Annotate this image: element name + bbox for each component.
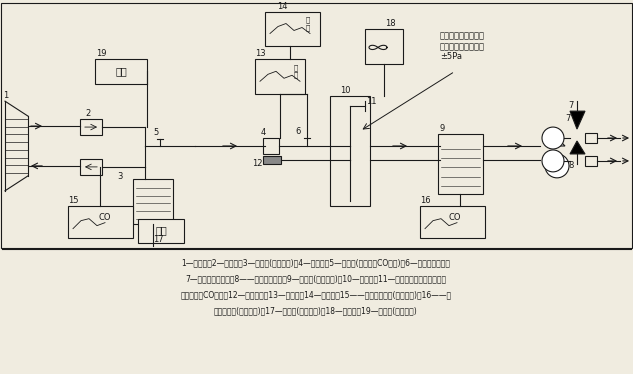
Circle shape bbox=[542, 150, 564, 172]
Text: 1: 1 bbox=[3, 91, 8, 100]
Text: 7: 7 bbox=[565, 114, 570, 123]
Text: 濕度: 濕度 bbox=[155, 226, 167, 236]
Text: 8: 8 bbox=[568, 161, 573, 170]
Text: 16: 16 bbox=[420, 196, 430, 205]
Bar bbox=[138, 219, 184, 243]
Bar bbox=[585, 133, 597, 143]
Text: 13: 13 bbox=[255, 49, 266, 58]
Text: 10: 10 bbox=[340, 86, 351, 95]
Text: 試驗空氣的CO含量；12—試驗樣品；13—壓力計；14—溫度計；15——氧化碳分析儀(吸入空氣)；16——氧: 試驗空氣的CO含量；12—試驗樣品；13—壓力計；14—溫度計；15——氧化碳分… bbox=[180, 290, 451, 299]
Text: 濕度: 濕度 bbox=[115, 66, 127, 76]
Bar bbox=[265, 12, 320, 46]
Text: 18: 18 bbox=[385, 18, 396, 28]
Text: 14: 14 bbox=[277, 1, 287, 10]
Circle shape bbox=[542, 127, 564, 149]
Text: 1—呼吸機；2—單向閥；3—增濕器(呼出空氣)；4—聯接器；5—采樣口(吸入空氣CO含量)；6—壓力探針小孔；: 1—呼吸機；2—單向閥；3—增濕器(呼出空氣)；4—聯接器；5—采樣口(吸入空氣… bbox=[182, 258, 451, 267]
Text: 12: 12 bbox=[252, 159, 263, 168]
Text: 4: 4 bbox=[261, 128, 266, 137]
Text: 3: 3 bbox=[117, 172, 122, 181]
Text: 7—試驗空氣流量計；8——氧化碳流量計；9—增濕器(試驗空氣)；10—試驗箱；11—采樣口，在過濾裝置進口: 7—試驗空氣流量計；8——氧化碳流量計；9—增濕器(試驗空氣)；10—試驗箱；1… bbox=[185, 275, 446, 283]
Text: 9: 9 bbox=[439, 124, 444, 133]
Text: 7: 7 bbox=[568, 101, 573, 110]
Circle shape bbox=[545, 154, 569, 178]
Bar bbox=[263, 156, 281, 164]
Bar bbox=[438, 134, 483, 194]
Text: 15: 15 bbox=[68, 196, 78, 205]
Polygon shape bbox=[550, 131, 565, 146]
Bar bbox=[263, 138, 279, 154]
Bar bbox=[95, 59, 147, 84]
Polygon shape bbox=[570, 141, 585, 154]
Text: 19: 19 bbox=[96, 49, 106, 58]
Bar bbox=[133, 179, 173, 224]
Text: 6: 6 bbox=[295, 127, 301, 136]
Text: 17: 17 bbox=[153, 234, 163, 243]
Text: 2: 2 bbox=[85, 109, 91, 118]
Text: 5: 5 bbox=[153, 128, 158, 137]
Bar bbox=[255, 59, 305, 94]
Text: 化碳分析儀(試驗空氣)；17—濕度計(試驗空氣)；18—排氣口；19—濕度計(吸入空氣): 化碳分析儀(試驗空氣)；17—濕度計(試驗空氣)；18—排氣口；19—濕度計(吸… bbox=[214, 306, 418, 315]
Text: 壓
力: 壓 力 bbox=[294, 64, 298, 79]
Bar bbox=[1, 3, 632, 248]
Bar bbox=[330, 96, 370, 206]
Bar bbox=[365, 30, 403, 64]
Bar bbox=[68, 206, 133, 237]
Text: CO: CO bbox=[99, 213, 111, 222]
Text: 過濾裝置進口相對試
驗室環境的最大壓差
±5Pa: 過濾裝置進口相對試 驗室環境的最大壓差 ±5Pa bbox=[440, 31, 485, 61]
Bar bbox=[420, 206, 485, 237]
Bar bbox=[80, 159, 102, 175]
Bar bbox=[585, 156, 597, 166]
Polygon shape bbox=[570, 111, 585, 129]
Bar bbox=[80, 119, 102, 135]
Text: CO: CO bbox=[449, 213, 461, 222]
Text: 溫
度: 溫 度 bbox=[306, 16, 310, 31]
Text: 11: 11 bbox=[366, 97, 377, 106]
